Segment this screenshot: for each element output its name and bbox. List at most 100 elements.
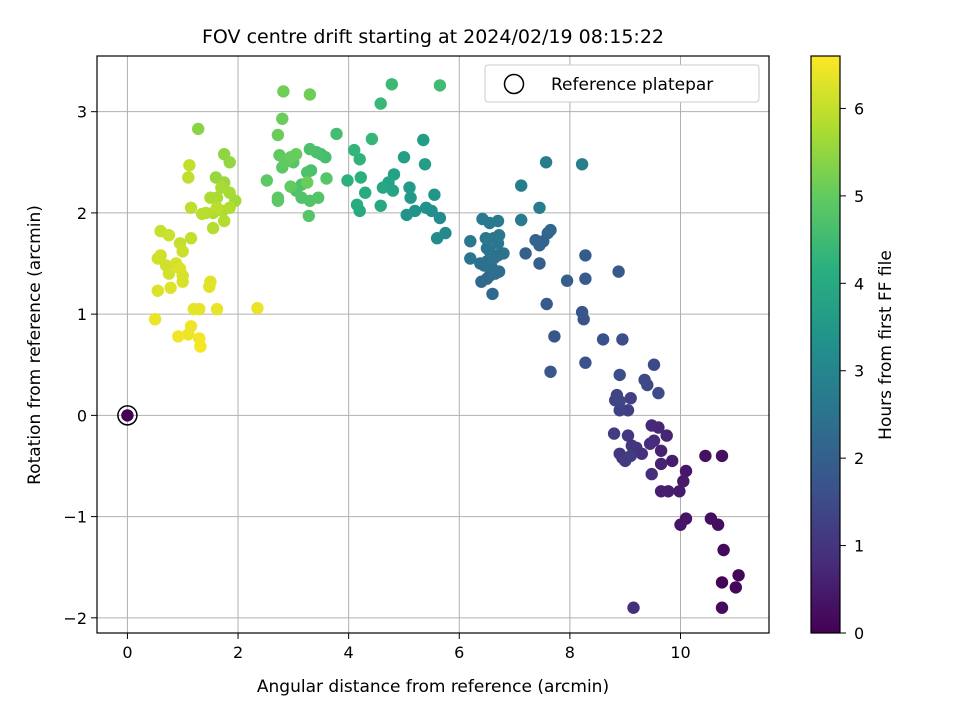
data-point [301,176,314,189]
data-point [203,280,216,293]
data-point [479,232,492,245]
data-point [613,395,626,408]
data-point [204,191,217,204]
data-point [176,275,189,288]
data-point [645,419,658,432]
y-tick-label: 2 [77,204,87,223]
plot-frame [96,55,770,634]
data-point [575,158,589,171]
data-point [302,209,315,223]
data-point [647,358,661,371]
data-point [223,156,236,169]
y-tick-label: −1 [63,508,87,527]
x-axis-ticks: 0 2 4 6 8 10 [122,633,691,662]
data-point [515,179,528,192]
data-point [677,475,690,488]
data-point [151,284,164,297]
data-point [176,245,189,258]
data-point [194,340,207,353]
data-point [353,153,366,166]
data-point [403,181,416,194]
data-point [638,373,651,387]
data-point [497,247,510,260]
data-point [579,249,592,262]
legend-box [484,64,760,103]
data-point [312,191,325,204]
data-point [341,174,354,187]
y-tick-label: −2 [63,609,87,628]
data-point [654,485,668,498]
data-point [624,392,637,405]
colorbar: 0 1 2 3 4 5 6 Hours from first FF file [810,55,896,643]
data-point [162,229,176,242]
data-point [182,328,195,341]
data-point [271,191,285,204]
data-point [717,543,730,557]
data-point [193,302,206,316]
data-point [182,171,195,184]
y-axis-label: Rotation from reference (arcmin) [25,205,45,485]
data-point [612,265,625,278]
x-tick-label: 0 [122,643,132,662]
data-point [645,467,658,481]
reference-marker [117,405,138,426]
data-point [184,201,198,214]
data-point [515,213,528,227]
data-point [621,429,635,442]
data-point [539,156,553,169]
data-point [464,235,477,248]
data-point [613,404,626,417]
data-point [404,191,417,204]
data-point [330,127,343,141]
data-point [579,272,592,285]
y-tick-label: 0 [77,406,87,425]
data-point [613,368,626,382]
data-point [289,148,303,161]
data-point [374,97,387,110]
data-point [121,409,134,422]
data-point [533,201,546,214]
data-point [210,302,224,316]
colorbar-tick-label: 6 [854,99,864,118]
data-point [386,184,400,197]
data-point [433,211,447,225]
data-point [544,365,557,378]
chart-title: FOV centre drift starting at 2024/02/19 … [202,26,664,48]
data-point [303,88,317,101]
data-point [348,143,361,157]
data-point [480,242,494,255]
data-point [433,79,447,92]
data-point [148,313,162,326]
data-point [540,297,553,311]
data-point [715,576,729,589]
y-axis-ticks: −2 −1 0 1 2 3 [63,103,97,628]
colorbar-tick-label: 5 [854,187,864,206]
colorbar-tick-label: 2 [854,449,864,468]
data-point [643,437,657,450]
data-point [419,201,433,214]
x-tick-label: 2 [233,643,243,662]
x-axis-label: Angular distance from reference (arcmin) [257,677,609,697]
colorbar-label: Hours from first FF file [876,250,896,440]
data-point [284,180,297,193]
data-point [184,232,198,245]
data-point [579,356,592,369]
data-point [162,267,176,280]
data-point [596,333,610,346]
data-point [715,449,729,463]
data-point [476,212,489,226]
data-point [354,171,367,184]
data-point [492,229,506,242]
data-point [350,198,364,211]
data-point [260,174,273,187]
colorbar-tick-label: 0 [854,624,864,643]
data-point [674,518,687,531]
y-tick-label: 3 [77,103,87,122]
data-point [544,223,557,237]
legend-reference-icon [503,73,525,95]
data-point [218,214,231,228]
legend-label: Reference platepar [551,75,713,95]
data-point [464,252,477,265]
colorbar-gradient [810,55,841,634]
